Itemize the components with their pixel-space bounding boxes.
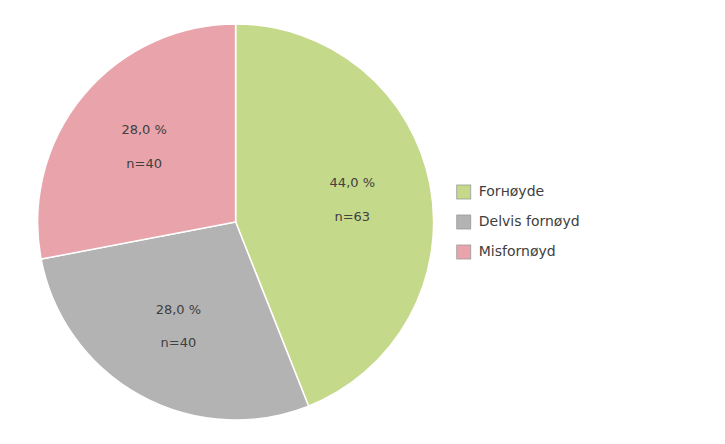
slice-percent-label: 28,0 % xyxy=(156,302,201,317)
pie-slice xyxy=(38,24,236,259)
slice-count-label: n=40 xyxy=(126,156,162,171)
legend-label: Misfornøyd xyxy=(479,243,556,259)
legend-swatch xyxy=(457,185,471,199)
legend-label: Forнøyde xyxy=(479,183,544,199)
legend: Forнøyde Delvis fornøyd Misfornøyd xyxy=(457,183,580,259)
slice-labels: 44,0 % n=63 28,0 % n=40 28,0 % n=40 xyxy=(121,122,375,350)
slice-count-label: n=63 xyxy=(334,209,370,224)
legend-item: Misfornøyd xyxy=(457,243,556,259)
legend-swatch xyxy=(457,245,471,259)
chart: 44,0 % n=63 28,0 % n=40 28,0 % n=40 Forнøyde De… xyxy=(0,0,725,444)
legend-swatch xyxy=(457,215,471,229)
pie xyxy=(38,24,434,420)
legend-label: Delvis fornøyd xyxy=(479,213,580,229)
slice-percent-label: 44,0 % xyxy=(330,175,375,190)
legend-item: Delvis fornøyd xyxy=(457,213,580,229)
slice-percent-label: 28,0 % xyxy=(121,122,166,137)
legend-item: Forнøyde xyxy=(457,183,544,199)
slice-count-label: n=40 xyxy=(161,335,197,350)
